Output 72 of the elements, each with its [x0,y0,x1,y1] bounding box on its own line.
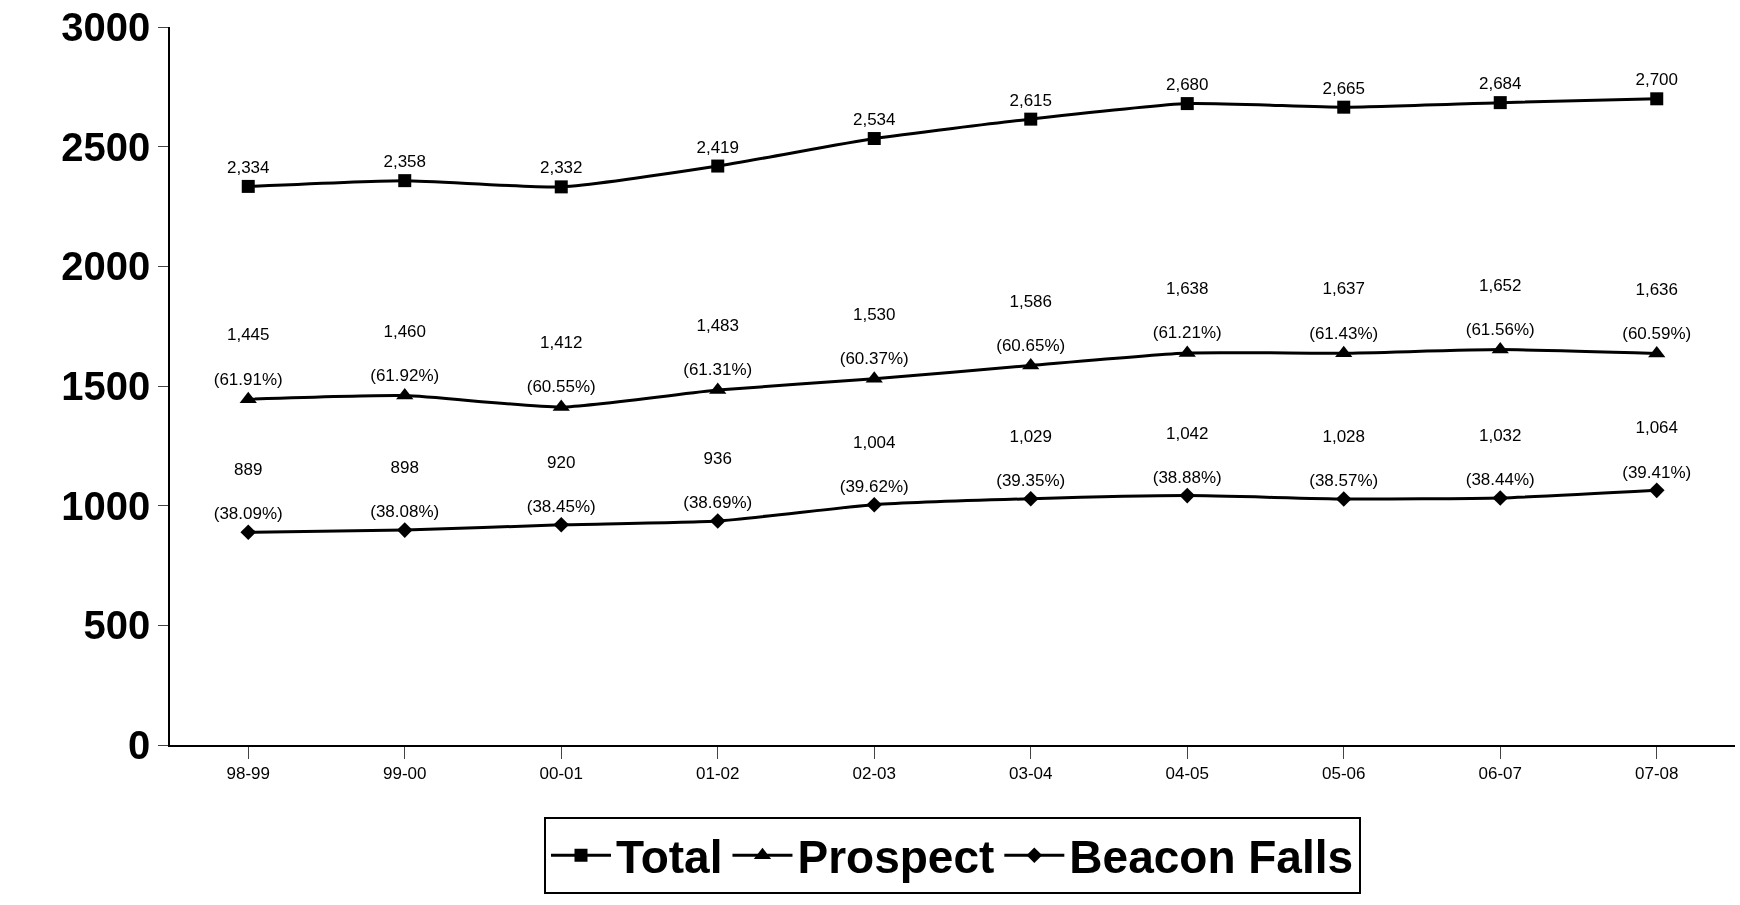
data-label: 2,665 [1322,78,1366,98]
point [1493,96,1507,110]
text: 1,652 (61.56%) [1465,275,1535,339]
data-label: 2,615 [1009,90,1053,110]
text: 1,445 (61.91%) [213,325,283,389]
text: 1,042 (38.88%) [1152,423,1222,487]
x-tick-label: 02-03 [852,764,896,784]
point [241,179,255,193]
point [709,513,726,529]
text: 1,638 (61.21%) [1152,279,1222,343]
data-label: 2,680 [1165,75,1209,95]
x-tick-label: 05-06 [1322,764,1366,784]
data-label: 2,332 [539,158,583,178]
point [866,496,883,513]
y-tick-label: 500 [83,603,151,648]
data-label: 2,700 [1635,70,1679,90]
data-label: 2,334 [226,158,270,178]
data-label: 2,534 [852,110,896,130]
y-tick-label: 3000 [61,5,151,49]
text: 1,028 (38.57%) [1309,427,1379,491]
text: 1,412 (60.55%) [526,333,596,397]
x-tick-label: 98-99 [226,764,270,784]
text: 1,029 (39.35%) [996,426,1066,490]
point [554,180,568,194]
text: 1,004 (39.62%) [839,432,909,496]
y-tick-label: 2000 [61,244,151,289]
y-tick-label: 2500 [61,124,151,169]
text: 1,483 (61.31%) [683,316,753,380]
text: 920 (38.45%) [526,452,596,517]
point [1335,491,1352,507]
x-tick-label: 04-05 [1165,764,1209,784]
y-tick-label: 1000 [61,483,151,528]
y-tick-label: 1500 [61,364,151,408]
text: 1,636 (60.59%) [1622,279,1692,343]
text: 936 (38.69%) [683,449,753,513]
text: 1,032 (38.44%) [1465,426,1535,490]
point [398,174,412,188]
point [1337,100,1351,114]
text: 1,460 (61.92%) [370,321,440,385]
point [1492,490,1509,506]
point [711,159,725,173]
point [1648,345,1666,358]
legend-label: Prospect [797,831,995,884]
point [553,517,570,533]
point [1180,97,1194,111]
point [240,524,257,541]
x-tick-label: 99-00 [383,764,427,784]
point [1179,487,1196,504]
data-label: 2,684 [1478,74,1522,94]
x-tick-label: 00-01 [539,764,583,784]
y-tick-label: 0 [128,723,151,767]
point [396,522,413,538]
text: 1,530 (60.37%) [839,304,909,369]
data-label: 2,358 [383,152,427,172]
point [1024,112,1038,126]
text: 1,064 (39.41%) [1622,418,1692,482]
legend-label: Beacon Falls [1069,831,1354,884]
point [1022,357,1040,370]
text: 1,637 (61.43%) [1309,279,1379,343]
text: 898 (38.08%) [370,458,440,522]
point [1650,92,1664,106]
point [867,132,881,146]
text: 889 (38.09%) [213,460,283,524]
text: 1,586 (60.65%) [996,291,1066,355]
point [1022,490,1039,507]
x-tick-label: 03-04 [1009,764,1053,784]
x-tick-label: 06-07 [1478,764,1522,784]
x-tick-label: 07-08 [1635,764,1679,784]
legend-label: Total [616,831,723,884]
point [1648,482,1665,499]
data-label: 2,419 [696,137,740,157]
x-tick-label: 01-02 [696,764,740,784]
